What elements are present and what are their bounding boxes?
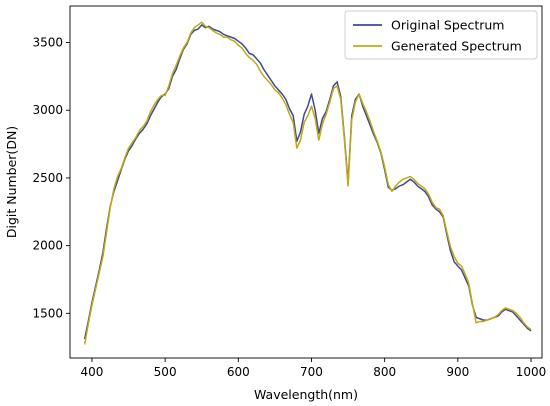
series-line-original [83,24,532,340]
x-axis: 400 500 600 700 800 900 1000 [81,358,547,379]
y-tick-label: 2500 [32,171,63,185]
y-tick-label: 3000 [32,103,63,117]
y-tick-label: 1500 [32,306,63,320]
series-line-generated [83,21,532,345]
x-tick-label: 700 [300,365,323,379]
y-tick-label: 2000 [32,239,63,253]
x-tick-label: 900 [446,365,469,379]
y-axis: 1500 2000 2500 3000 3500 [32,36,70,320]
y-axis-title: Digit Number(DN) [4,126,19,238]
x-tick-label: 1000 [516,365,547,379]
x-tick-label: 500 [154,365,177,379]
legend: Original Spectrum Generated Spectrum [344,10,538,60]
x-tick-label: 800 [373,365,396,379]
y-tick-label: 3500 [32,36,63,50]
plot-frame [69,5,543,359]
legend-box [344,10,538,60]
x-tick-label: 600 [227,365,250,379]
legend-label-generated: Generated Spectrum [391,39,522,54]
series-layer [83,21,532,345]
x-axis-title: Wavelength(nm) [254,387,358,402]
x-tick-label: 400 [81,365,104,379]
legend-label-original: Original Spectrum [391,18,504,33]
